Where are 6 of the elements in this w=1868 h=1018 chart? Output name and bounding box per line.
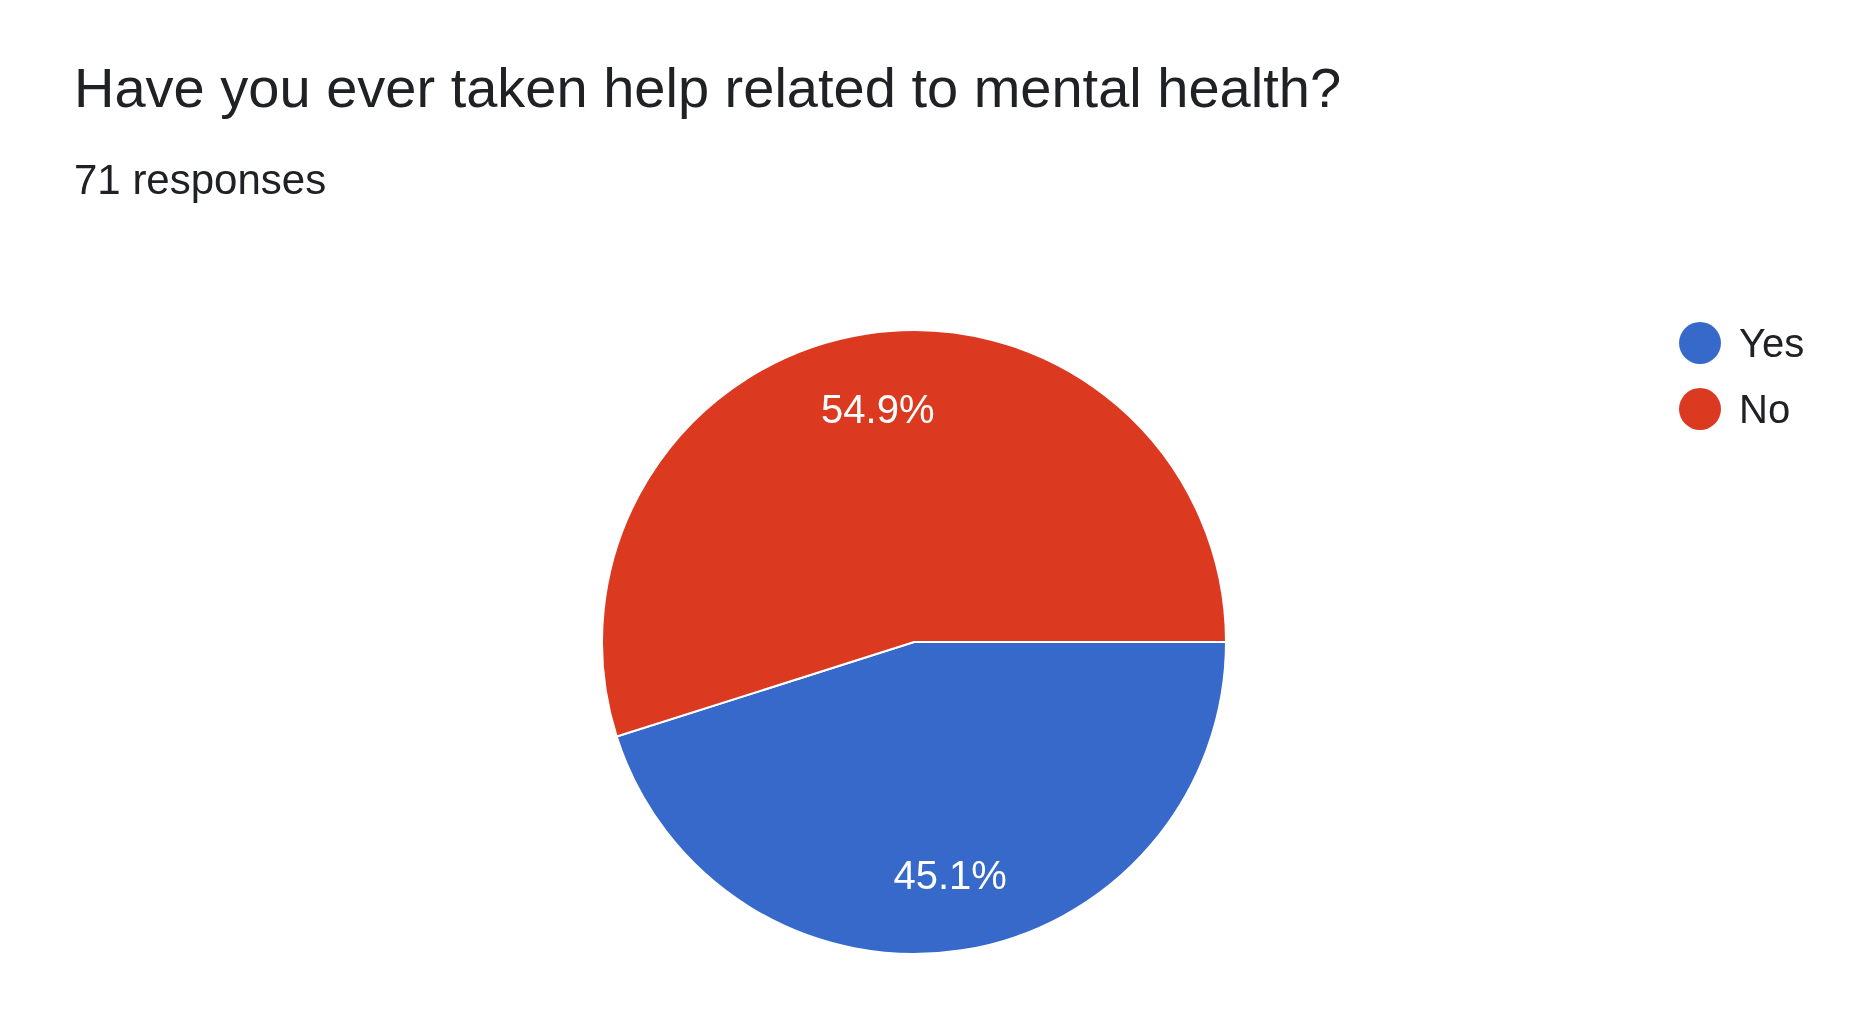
chart-title: Have you ever taken help related to mental health? [74,56,1342,119]
text: 71 responses [74,156,327,203]
legend-label: Yes [1739,321,1805,365]
data-label: 54.9% [821,386,935,431]
legend-label: No [1739,387,1791,431]
data-label: 45.1% [893,853,1007,898]
